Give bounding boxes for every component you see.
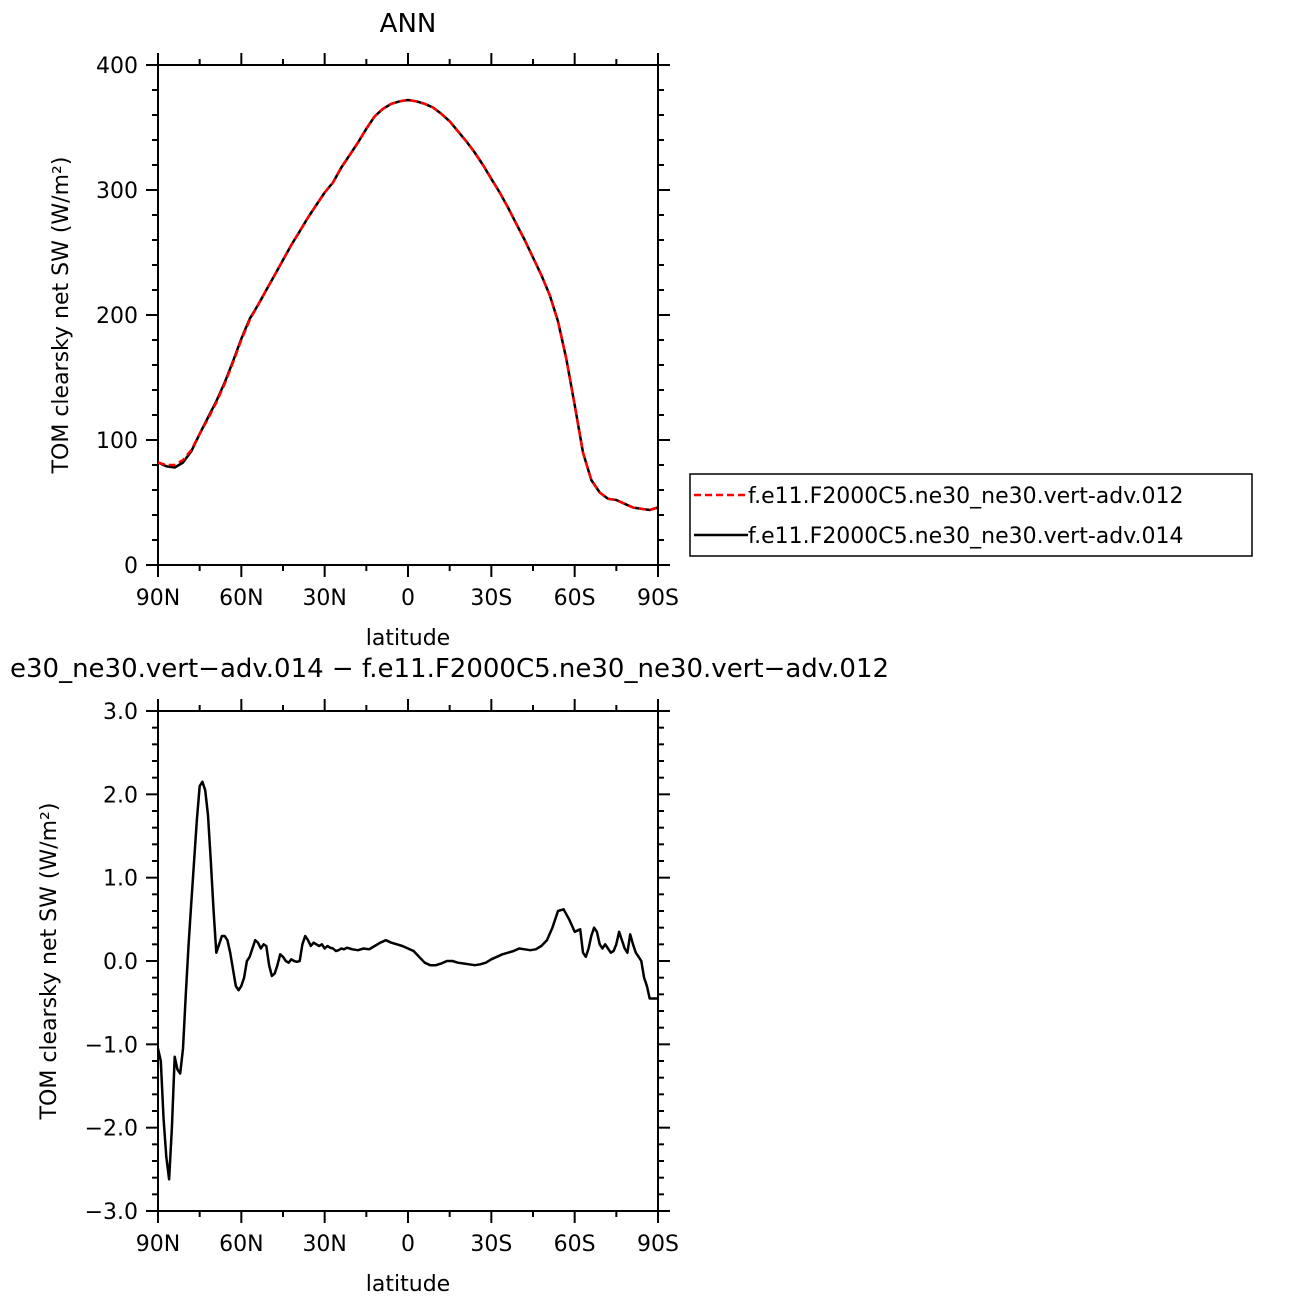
legend-label-012: f.e11.F2000C5.ne30_ne30.vert-adv.012 <box>748 484 1184 509</box>
top-chart-tick-labels: 90N 60N 30N 0 30S 60S 90S 0 100 200 300 400 <box>96 54 679 611</box>
y-tick-label: 2.0 <box>103 783 138 808</box>
x-tick-label: 30S <box>470 1232 512 1257</box>
difference-line <box>156 780 658 1181</box>
bottom-chart-ticks <box>146 699 670 1223</box>
x-tick-label: 60S <box>554 1232 596 1257</box>
y-tick-label: 0 <box>124 554 138 579</box>
legend-box <box>689 473 1253 557</box>
bottom-chart-lines <box>156 780 658 1181</box>
x-tick-label: 60N <box>219 586 263 611</box>
top-chart: ANN 90N 60N 30N 0 30S 60S 90S 0 100 200 300 400 lat… <box>49 9 1253 651</box>
y-tick-label: −1.0 <box>85 1033 138 1058</box>
x-tick-label: 90N <box>136 1232 180 1257</box>
legend: f.e11.F2000C5.ne30_ne30.vert-adv.012 f.e… <box>689 473 1253 557</box>
x-tick-label: 0 <box>401 586 415 611</box>
bottom-chart-tick-labels: 90N 60N 30N 0 30S 60S 90S −3.0 −2.0 −1.0 0.0 1.0 2.0… <box>85 700 679 1257</box>
x-tick-label: 60N <box>219 1232 263 1257</box>
top-chart-lines <box>157 98 659 512</box>
bottom-x-axis-label: latitude <box>366 1272 450 1297</box>
top-plot-frame <box>157 64 659 566</box>
bottom-plot-frame <box>157 710 659 1212</box>
bottom-chart: e30_ne30.vert−adv.014 − f.e11.F2000C5.ne… <box>10 654 889 1297</box>
x-tick-label: 30S <box>470 586 512 611</box>
y-tick-label: −2.0 <box>85 1117 138 1142</box>
top-y-axis-label: TOM clearsky net SW (W/m²) <box>49 157 74 475</box>
x-tick-label: 60S <box>554 586 596 611</box>
y-tick-label: 300 <box>96 179 138 204</box>
top-x-axis-label: latitude <box>366 626 450 651</box>
x-tick-label: 90S <box>637 586 679 611</box>
y-tick-label: −3.0 <box>85 1200 138 1225</box>
bottom-y-axis-label: TOM clearsky net SW (W/m²) <box>37 803 62 1121</box>
x-tick-label: 0 <box>401 1232 415 1257</box>
top-chart-ticks <box>146 53 670 577</box>
x-tick-label: 90N <box>136 586 180 611</box>
x-tick-label: 30N <box>302 586 346 611</box>
y-tick-label: 200 <box>96 304 138 329</box>
y-tick-label: 0.0 <box>103 950 138 975</box>
y-tick-label: 3.0 <box>103 700 138 725</box>
x-tick-label: 90S <box>637 1232 679 1257</box>
top-chart-title: ANN <box>380 9 437 39</box>
bottom-chart-title: e30_ne30.vert−adv.014 − f.e11.F2000C5.ne… <box>10 654 889 684</box>
legend-label-014: f.e11.F2000C5.ne30_ne30.vert-adv.014 <box>748 524 1184 549</box>
x-tick-label: 30N <box>302 1232 346 1257</box>
y-tick-label: 1.0 <box>103 867 138 892</box>
series-line-014 <box>157 98 659 512</box>
y-tick-label: 100 <box>96 429 138 454</box>
series-line-012 <box>157 98 659 512</box>
y-tick-label: 400 <box>96 54 138 79</box>
